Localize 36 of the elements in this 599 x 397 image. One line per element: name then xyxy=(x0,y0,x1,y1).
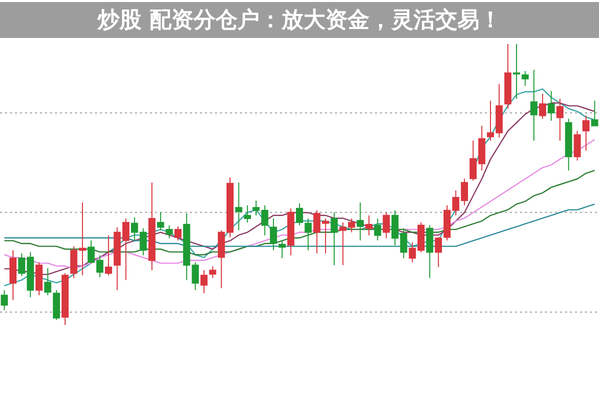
candlestick xyxy=(192,262,199,291)
candlestick xyxy=(530,69,538,142)
candlestick xyxy=(374,218,382,241)
candlestick xyxy=(426,224,434,279)
candlestick xyxy=(304,218,312,251)
candlestick xyxy=(209,266,216,279)
candlestick xyxy=(382,212,390,239)
candlestick xyxy=(539,93,546,120)
candlestick xyxy=(166,224,173,239)
candlestick xyxy=(157,212,164,231)
candlestick xyxy=(174,226,182,241)
candlestick xyxy=(0,290,8,311)
candlestick xyxy=(591,100,598,126)
candlestick xyxy=(44,268,52,296)
candlestick xyxy=(104,234,112,276)
candlestick xyxy=(522,70,529,86)
candlestick xyxy=(512,44,520,100)
candlestick xyxy=(122,218,130,281)
candlestick xyxy=(365,214,372,236)
candlestick xyxy=(244,204,251,223)
candlestick xyxy=(330,212,338,266)
chart-title: 炒股 配资分仓户：放大资金，灵活交易！ xyxy=(96,7,502,33)
candlestick xyxy=(296,202,304,226)
candlestick xyxy=(548,90,555,122)
candlestick xyxy=(235,182,242,231)
candlestick xyxy=(574,130,581,162)
candlestick xyxy=(556,98,564,142)
candlestick xyxy=(278,240,286,259)
candlestick xyxy=(582,115,590,151)
candlestick xyxy=(356,202,364,241)
candlestick xyxy=(470,140,477,182)
candlestick xyxy=(96,254,104,278)
candlestick xyxy=(18,252,26,277)
candlestick xyxy=(270,218,277,251)
candlestick xyxy=(200,270,208,294)
candlestick xyxy=(88,240,95,264)
